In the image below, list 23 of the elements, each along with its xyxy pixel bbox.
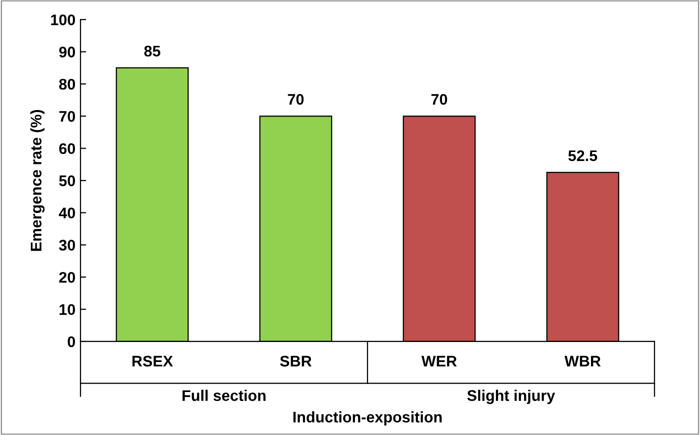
- text: Slight injury: [467, 390, 556, 404]
- x-tick-label: WBR: [564, 356, 601, 366]
- data-label: 85: [144, 46, 160, 57]
- data-label: 70: [431, 94, 448, 105]
- x-tick-label: SBR: [280, 356, 312, 367]
- x-tick-label: RSEX: [132, 356, 173, 367]
- data-label: 52.5: [568, 150, 598, 162]
- y-tick-label: 100: [51, 14, 76, 26]
- y-tick-label: 90: [59, 46, 76, 58]
- y-tick-label: 70: [59, 111, 76, 122]
- y-tick-label: 30: [59, 240, 76, 251]
- y-tick-label: 50: [59, 175, 76, 186]
- x-tick-label: WER: [421, 356, 457, 366]
- y-tick-label: 10: [60, 304, 76, 315]
- y-tick-label: 20: [59, 272, 76, 283]
- x-axis-title: Induction-exposition: [293, 411, 442, 426]
- y-tick-label: 60: [59, 143, 76, 154]
- y-tick-label: 0: [68, 336, 76, 348]
- text: Full section: [182, 390, 266, 401]
- y-axis-title: Emergence rate (%): [30, 110, 45, 251]
- y-tick-label: 40: [58, 208, 76, 218]
- y-tick-label: 80: [59, 78, 76, 90]
- data-label: 70: [288, 94, 304, 105]
